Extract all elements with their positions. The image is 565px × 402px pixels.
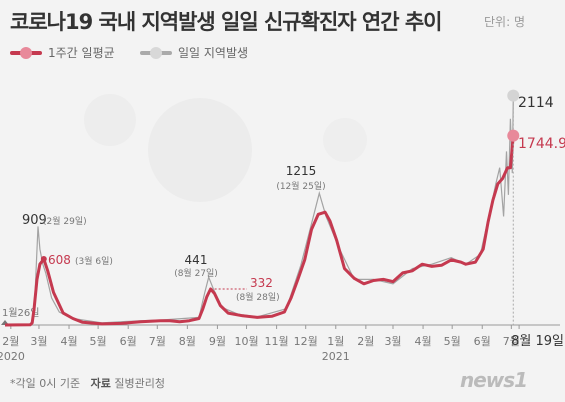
annotation-332-date: (8월 28일) <box>236 291 280 303</box>
x-tick-label: 2월 <box>2 335 19 348</box>
x-tick-label: 1월 <box>327 335 344 348</box>
x-start-label: 1월26일 <box>2 307 40 319</box>
x-tick-label: 12월 <box>294 335 318 348</box>
footnote: *각일 0시 기준 <box>10 377 81 390</box>
legend-item-avg: 1주간 일평균 <box>10 44 115 61</box>
news1-logo: news1 <box>460 368 528 392</box>
x-tick-label: 3월 <box>30 335 47 348</box>
annotation-1215-date: (12월 25일) <box>276 180 325 192</box>
unit-label: 단위: 명 <box>484 15 525 29</box>
x-tick-label: 8월 19일 <box>511 334 564 349</box>
x-tick-label: 6월 <box>474 335 491 348</box>
source-label: 자료 <box>90 377 111 390</box>
x-tick-label: 7월 <box>149 335 166 348</box>
annotation-1744-value: 1744.9 <box>518 136 565 152</box>
source-name: 질병관리청 <box>114 377 165 390</box>
x-tick-label: 2월 <box>357 335 374 348</box>
x-tick-label: 3월 <box>384 335 401 348</box>
x-tick-label: 11월 <box>265 335 289 348</box>
x-tick-label: 8월 <box>179 335 196 348</box>
legend-label-daily: 일일 지역발생 <box>178 46 249 60</box>
annotation-909-date: (2월 29일) <box>43 215 87 227</box>
daily-series-line <box>4 95 514 326</box>
x-tick-label: 5월 <box>444 335 461 348</box>
daily-latest-marker <box>507 89 520 102</box>
annotation-441-date: (8월 27일) <box>174 267 218 279</box>
x-tick-label: 7월 <box>503 335 520 348</box>
legend-item-daily: 일일 지역발생 <box>140 44 248 61</box>
year-label-2020: 2020 <box>0 350 25 363</box>
year-label-2021: 2021 <box>322 350 350 363</box>
legend-swatch-avg <box>10 46 42 60</box>
chart-title: 코로나19 국내 지역발생 일일 신규확진자 연간 추이 <box>10 10 442 34</box>
legend-label-avg: 1주간 일평균 <box>48 46 115 60</box>
annotation-909-value: 909 <box>22 213 47 228</box>
x-tick-label: 10월 <box>234 335 258 348</box>
annotation-2114-value: 2114 <box>518 95 554 111</box>
legend-swatch-daily <box>140 46 172 60</box>
x-tick-label: 6월 <box>120 335 137 348</box>
virus-illustration <box>84 94 367 202</box>
x-tick-label: 4월 <box>60 335 77 348</box>
x-tick-label: 9월 <box>209 335 226 348</box>
x-tick-label: 4월 <box>415 335 432 348</box>
annotation-441-value: 441 <box>185 253 208 267</box>
avg-series-line <box>4 135 515 327</box>
avg-latest-marker <box>507 129 520 142</box>
annotation-332-value: 332 <box>250 276 273 290</box>
annotation-1215-value: 1215 <box>286 164 317 178</box>
footer: *각일 0시 기준 자료 질병관리청 <box>10 375 165 391</box>
x-tick-label: 5월 <box>90 335 107 348</box>
annotation-608-date: (3월 6일) <box>75 255 113 267</box>
annotation-608-value: 608 <box>48 253 71 267</box>
annotation-608-dot <box>40 256 47 263</box>
